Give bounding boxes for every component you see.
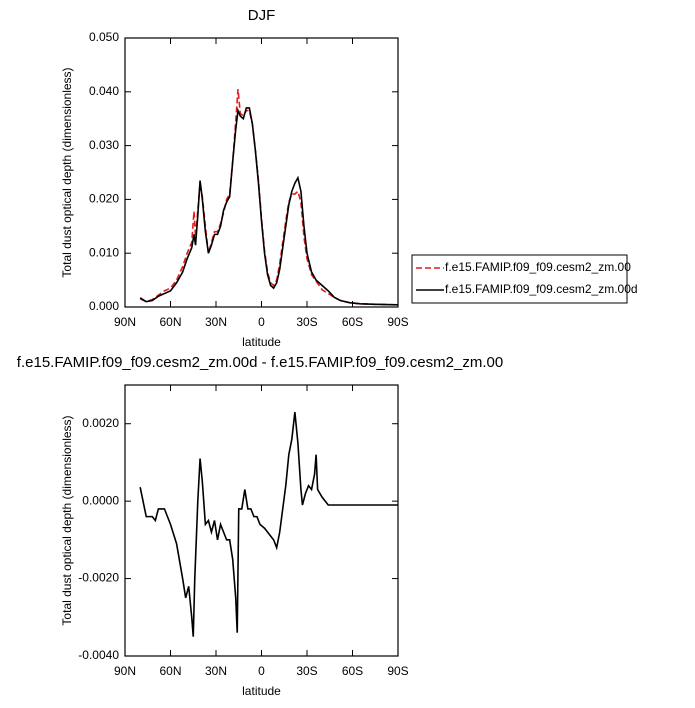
x-tick-label: 90N — [114, 315, 136, 329]
legend-box — [411, 254, 628, 304]
y-tick-label: 0.0000 — [82, 493, 119, 507]
y-tick-label: 0.020 — [89, 192, 119, 206]
series-line — [139, 412, 398, 637]
legend-label: f.e15.FAMIP.f09_f09.cesm2_zm.00 — [445, 260, 631, 274]
x-tick-label: 60S — [342, 315, 363, 329]
x-tick-label: 30N — [205, 315, 227, 329]
chart-title: DJF — [248, 7, 276, 24]
series-line — [139, 107, 399, 306]
chart-title: f.e15.FAMIP.f09_f09.cesm2_zm.00d - f.e15… — [17, 354, 503, 371]
x-axis-label: latitude — [242, 335, 281, 349]
legend-label: f.e15.FAMIP.f09_f09.cesm2_zm.00d — [445, 282, 638, 296]
y-axis-label: Total dust optical depth (dimensionless) — [60, 415, 74, 625]
y-tick-label: 0.050 — [89, 30, 119, 44]
x-tick-label: 90S — [387, 664, 408, 678]
plot-frame — [124, 37, 399, 308]
x-tick-label: 90S — [387, 315, 408, 329]
x-tick-label: 90N — [114, 664, 136, 678]
y-tick-label: -0.0020 — [78, 571, 119, 585]
y-tick-label: 0.030 — [89, 138, 119, 152]
x-tick-label: 30S — [296, 664, 317, 678]
x-tick-label: 60N — [159, 315, 181, 329]
y-tick-label: 0.0020 — [82, 416, 119, 430]
x-tick-label: 30N — [205, 664, 227, 678]
x-tick-label: 60S — [342, 664, 363, 678]
x-tick-label: 0 — [258, 315, 265, 329]
x-tick-label: 30S — [296, 315, 317, 329]
x-tick-label: 0 — [258, 664, 265, 678]
y-tick-label: 0.040 — [89, 84, 119, 98]
y-tick-label: -0.0040 — [78, 648, 119, 662]
y-axis-label: Total dust optical depth (dimensionless) — [60, 67, 74, 277]
y-tick-label: 0.000 — [89, 299, 119, 313]
y-tick-label: 0.010 — [89, 245, 119, 259]
x-axis-label: latitude — [242, 684, 281, 698]
plot-frame — [124, 384, 399, 657]
series-line — [139, 89, 399, 306]
x-tick-label: 60N — [159, 664, 181, 678]
